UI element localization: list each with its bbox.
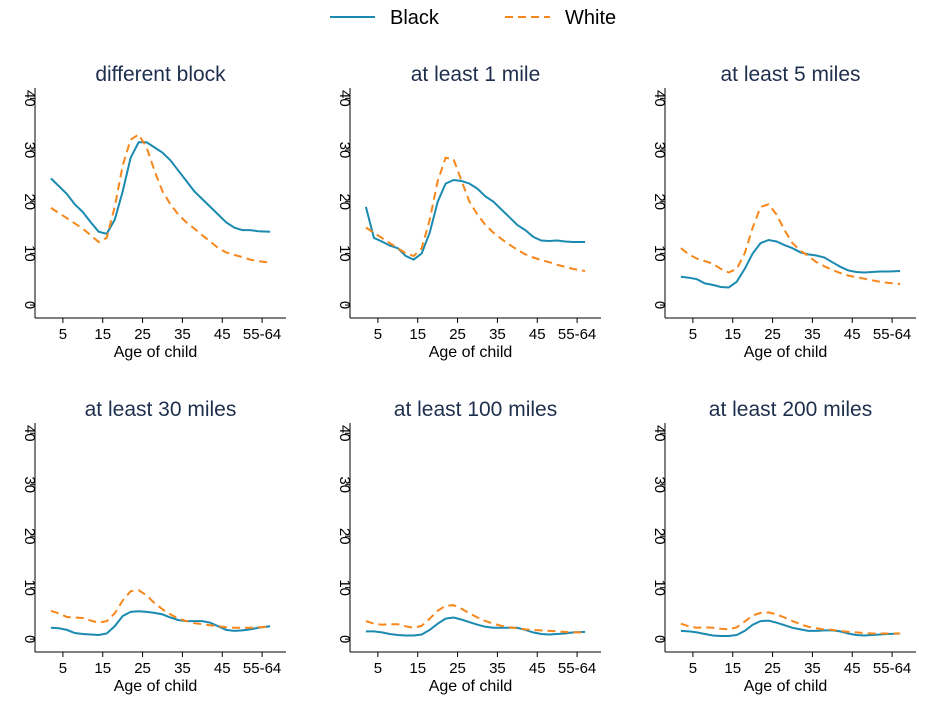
series-line bbox=[680, 203, 901, 285]
panel-title: at least 30 miles bbox=[85, 398, 237, 421]
x-tick-label: 45 bbox=[214, 660, 231, 677]
y-tick-label: 40 bbox=[21, 90, 38, 107]
y-tick-label: 10 bbox=[21, 245, 38, 262]
series-line bbox=[50, 610, 271, 637]
x-tick-label: 25 bbox=[764, 660, 781, 677]
y-tick-label: 40 bbox=[336, 425, 353, 442]
panel-title: at least 100 miles bbox=[394, 398, 557, 421]
x-tick-label: 35 bbox=[489, 660, 506, 677]
x-tick-label: 55-64 bbox=[873, 660, 911, 677]
x-tick-label: 5 bbox=[374, 326, 382, 343]
x-tick-label: 5 bbox=[689, 326, 697, 343]
y-tick-label: 10 bbox=[336, 245, 353, 262]
x-axis-label: Age of child bbox=[114, 344, 198, 361]
panel-title: at least 5 miles bbox=[720, 63, 860, 86]
x-tick-label: 15 bbox=[724, 660, 741, 677]
y-tick-label: 20 bbox=[336, 193, 353, 210]
y-tick-label: 0 bbox=[651, 635, 668, 643]
legend-label: White bbox=[565, 7, 616, 29]
legend-label: Black bbox=[390, 7, 440, 29]
x-tick-label: 15 bbox=[94, 326, 111, 343]
y-tick-label: 20 bbox=[21, 193, 38, 210]
y-tick-label: 10 bbox=[651, 245, 668, 262]
x-tick-label: 5 bbox=[374, 660, 382, 677]
x-tick-label: 15 bbox=[409, 326, 426, 343]
x-tick-label: 45 bbox=[529, 660, 546, 677]
y-tick-label: 20 bbox=[21, 528, 38, 545]
y-tick-label: 0 bbox=[336, 301, 353, 309]
x-tick-label: 35 bbox=[489, 326, 506, 343]
x-axis-label: Age of child bbox=[429, 344, 513, 361]
x-tick-label: 55-64 bbox=[243, 326, 281, 343]
y-tick-label: 20 bbox=[651, 528, 668, 545]
x-tick-label: 45 bbox=[214, 326, 231, 343]
y-tick-label: 30 bbox=[651, 476, 668, 493]
x-axis-label: Age of child bbox=[429, 678, 513, 695]
series-line bbox=[680, 238, 901, 289]
panel-title: different block bbox=[95, 63, 226, 86]
y-tick-label: 30 bbox=[21, 476, 38, 493]
y-tick-label: 40 bbox=[651, 425, 668, 442]
x-tick-label: 35 bbox=[174, 326, 191, 343]
x-tick-label: 45 bbox=[529, 326, 546, 343]
y-tick-label: 40 bbox=[336, 90, 353, 107]
x-tick-label: 25 bbox=[449, 660, 466, 677]
x-tick-label: 35 bbox=[174, 660, 191, 677]
x-tick-label: 5 bbox=[689, 660, 697, 677]
x-axis-label: Age of child bbox=[744, 678, 828, 695]
x-tick-label: 15 bbox=[409, 660, 426, 677]
y-tick-label: 0 bbox=[21, 301, 38, 309]
x-tick-label: 35 bbox=[804, 660, 821, 677]
y-tick-label: 10 bbox=[336, 579, 353, 596]
series-line bbox=[365, 604, 586, 634]
x-tick-label: 55-64 bbox=[873, 326, 911, 343]
x-tick-label: 55-64 bbox=[243, 660, 281, 677]
y-tick-label: 20 bbox=[336, 528, 353, 545]
series-line bbox=[50, 133, 271, 264]
x-tick-label: 45 bbox=[844, 660, 861, 677]
x-tick-label: 15 bbox=[94, 660, 111, 677]
y-tick-label: 40 bbox=[21, 425, 38, 442]
x-tick-label: 25 bbox=[134, 660, 151, 677]
x-tick-label: 35 bbox=[804, 326, 821, 343]
series-line bbox=[680, 619, 901, 637]
series-line bbox=[364, 178, 586, 261]
y-tick-label: 10 bbox=[651, 579, 668, 596]
y-tick-label: 20 bbox=[651, 193, 668, 210]
x-tick-label: 5 bbox=[59, 326, 67, 343]
y-tick-label: 30 bbox=[651, 142, 668, 159]
y-tick-label: 30 bbox=[336, 142, 353, 159]
series-line bbox=[50, 589, 271, 629]
x-tick-label: 45 bbox=[844, 326, 861, 343]
series-line bbox=[50, 141, 271, 235]
y-tick-label: 30 bbox=[21, 142, 38, 159]
y-tick-label: 0 bbox=[21, 635, 38, 643]
y-tick-label: 30 bbox=[336, 476, 353, 493]
series-line bbox=[365, 156, 586, 272]
x-tick-label: 15 bbox=[724, 326, 741, 343]
y-tick-label: 0 bbox=[651, 301, 668, 309]
x-tick-label: 55-64 bbox=[558, 660, 596, 677]
x-tick-label: 25 bbox=[134, 326, 151, 343]
y-tick-label: 10 bbox=[21, 579, 38, 596]
panel-title: at least 200 miles bbox=[709, 398, 872, 421]
x-axis-label: Age of child bbox=[114, 678, 198, 695]
y-tick-label: 0 bbox=[336, 635, 353, 643]
x-axis-label: Age of child bbox=[744, 344, 828, 361]
x-tick-label: 55-64 bbox=[558, 326, 596, 343]
panel-title: at least 1 mile bbox=[411, 63, 541, 86]
x-tick-label: 25 bbox=[764, 326, 781, 343]
x-tick-label: 25 bbox=[449, 326, 466, 343]
y-tick-label: 40 bbox=[651, 90, 668, 107]
series-line bbox=[680, 611, 901, 635]
x-tick-label: 5 bbox=[59, 660, 67, 677]
series-line bbox=[365, 616, 586, 637]
